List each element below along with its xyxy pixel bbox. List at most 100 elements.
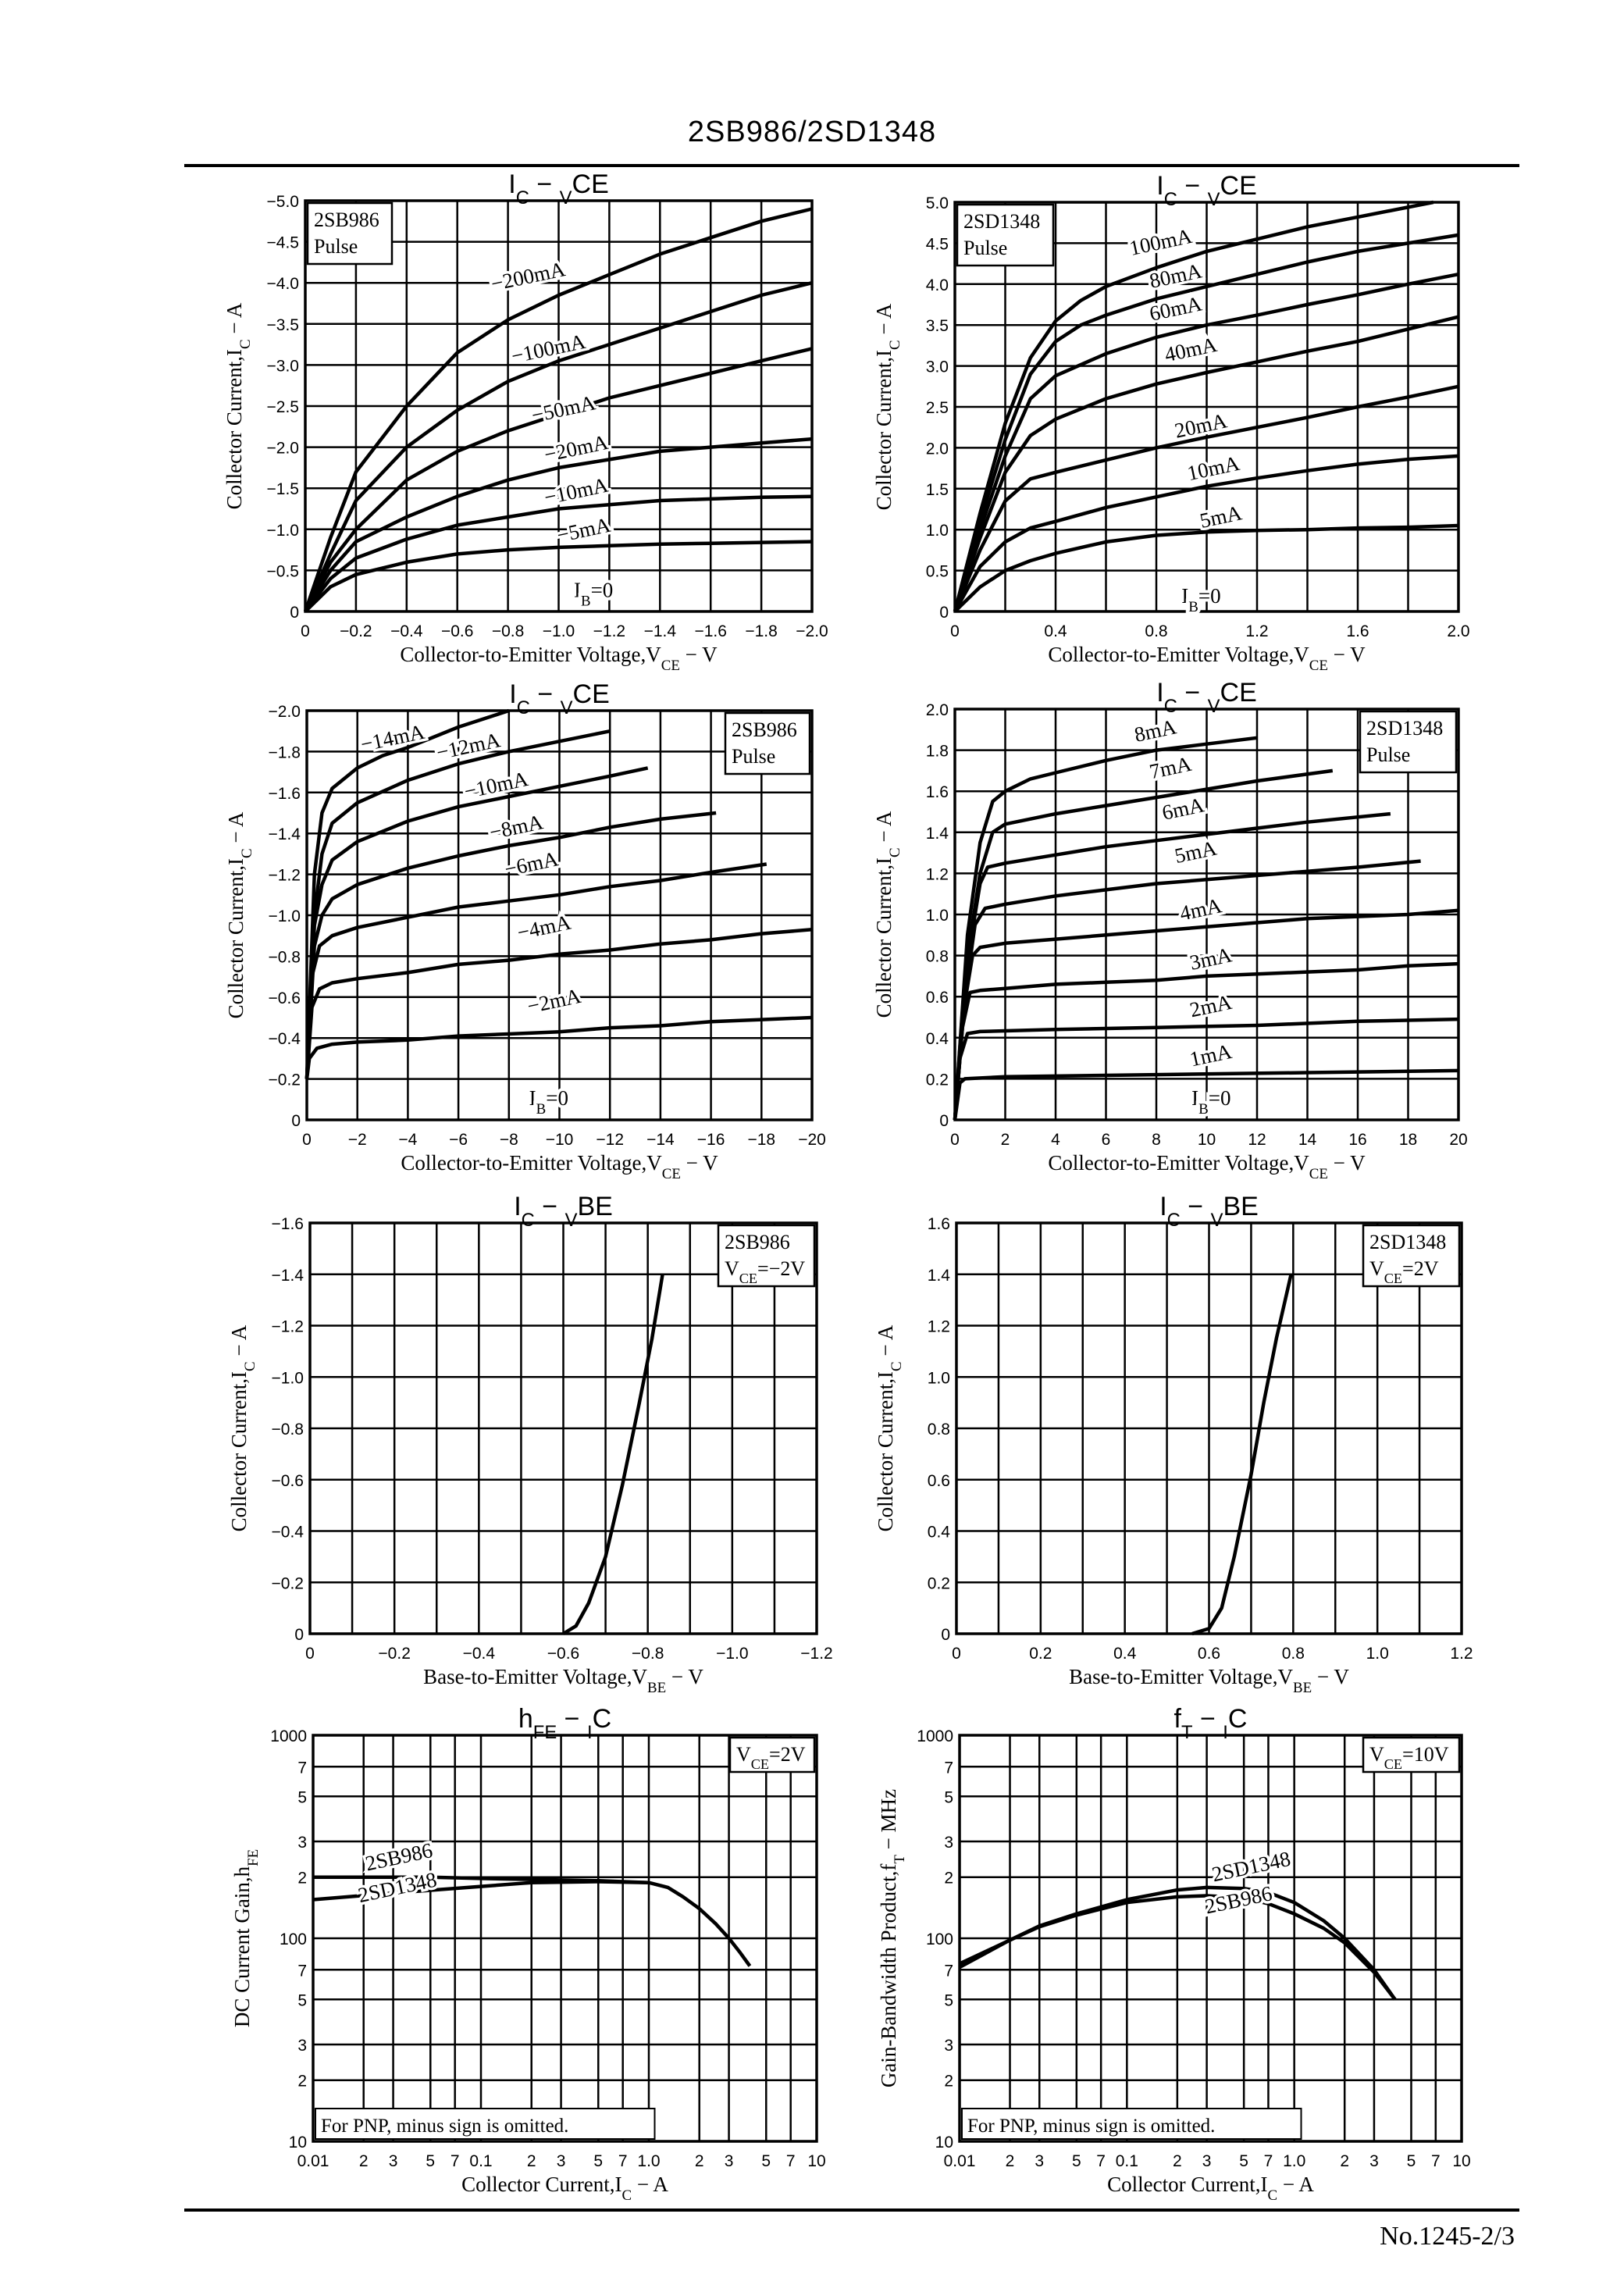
y-tick-label: −4.5 [267,234,299,252]
inset-box [717,1224,816,1288]
series-curve-1 [953,200,1434,612]
series-label: −200mA [489,257,568,295]
x-tick-label: 10 [807,2152,825,2170]
inset-text: Pulse [963,237,1007,259]
series-label: −100mA [509,330,588,368]
y-tick-label: 5 [944,1788,953,1806]
x-tick-label: 7 [1096,2152,1106,2170]
y-tick-label: −1.5 [267,480,299,498]
chart-6: 0 0.2 0.4 0.6 0.8 1.0 1.2 0 0.2 0.4 0.6 0.8 1.0 1.2 1.… [874,1192,1473,1696]
y-tick-label: 1.4 [926,825,949,843]
y-tick-label: −2.0 [267,440,299,458]
x-tick-label: 5 [593,2152,603,2170]
inset-text: 2SB986 [314,209,379,231]
y-tick-label: 0 [939,1112,949,1130]
inset-text: 2SD1348 [1366,717,1443,740]
series-label: 2SD1348 [1209,1847,1292,1887]
series-curve-3 [303,347,813,613]
series-curve-5 [304,862,767,1079]
plot-frame [955,1221,1463,1635]
y-tick-label: 1000 [917,1727,953,1745]
inset-text: 2SB986 [725,1231,790,1253]
series-label: 3mA [1188,943,1234,975]
y-tick-label: 1.0 [926,522,949,540]
y-tick-label: 2 [297,1870,307,1888]
x-tick-label: −1.2 [800,1645,832,1663]
y-tick-label: −1.2 [269,867,301,885]
y-tick-label: 0.8 [928,1421,950,1438]
x-tick-label: 0.8 [1145,622,1167,640]
inset-box [956,203,1055,267]
y-tick-label: −4.0 [267,275,299,293]
ib-zero-label: IB=0 [574,578,613,609]
series-curve-2 [304,729,611,1079]
series-curve-4 [953,315,1459,612]
x-tick-label: 2 [695,2152,704,2170]
y-tick-label: 2 [944,2073,953,2091]
series-label: 5mA [1198,501,1245,533]
series-curve-2 [958,1894,1397,2001]
x-axis-label: Collector-to-Emitter Voltage,VCE − V [1048,643,1366,674]
series-label: 8mA [1132,715,1179,747]
y-tick-label: −0.2 [269,1071,301,1089]
x-tick-label: 0.2 [1029,1645,1052,1663]
x-tick-label: 5 [1239,2152,1248,2170]
y-tick-label: 5 [297,1788,307,1806]
chart-4: 0 2 4 6 8 10 12 14 16 18 20 0 0.2 0.4 0.6 0.8 1.0 1.2 1.4 1… [872,678,1468,1182]
y-tick-label: 2 [297,2073,307,2091]
y-tick-label: 0 [294,1626,304,1644]
y-tick-label: 0 [290,604,299,622]
y-tick-label: −0.6 [269,989,301,1007]
chart-3: 0 −2 −4 −6 −8 −10 −12 −14 −16 −18 −20 0 −0.2 −0.4 −0.6… [224,679,826,1182]
x-tick-label: 16 [1348,1131,1366,1149]
x-tick-label: 5 [761,2152,771,2170]
inset-text: VCE=10V [1369,1743,1449,1772]
chart-2: 0 0.4 0.8 1.2 1.6 2.0 0 0.5 1.0 1.5 2.0 2.5 3.0 3.5 4.… [872,171,1470,674]
y-tick-label: 7 [297,1962,307,1980]
x-tick-label: −0.8 [492,622,524,640]
series-label: −5mA [555,513,613,547]
x-tick-label: 7 [451,2152,460,2170]
x-tick-label: −0.2 [378,1645,410,1663]
x-tick-label: 1.2 [1245,622,1268,640]
chart-title: hFE − IC [518,1704,611,1743]
x-tick-label: −14 [646,1131,675,1149]
x-tick-label: 1.0 [1283,2152,1305,2170]
series-curve-2 [953,233,1459,612]
x-axis-label: Collector-to-Emitter Voltage,VCE − V [401,1151,718,1182]
x-tick-label: 12 [1248,1131,1266,1149]
y-tick-label: −0.8 [272,1421,304,1438]
y-tick-label: 0.4 [928,1524,951,1542]
x-tick-label: −2 [348,1131,367,1149]
x-tick-label: −0.4 [390,622,423,640]
series-label: 100mA [1127,224,1195,260]
plot-frame [953,201,1460,613]
y-axis-label: Collector Current,IC − A [872,811,903,1018]
x-tick-label: 5 [426,2152,435,2170]
x-tick-label: −10 [546,1131,574,1149]
y-tick-label: 4.5 [926,235,949,253]
x-tick-label: 2 [527,2152,536,2170]
y-tick-label: 2.0 [926,701,949,719]
series-curve-1 [303,207,813,612]
x-tick-label: −0.8 [632,1645,664,1663]
y-tick-label: −1.4 [269,825,301,843]
x-tick-label: 2.0 [1447,622,1469,640]
y-tick-label: 0 [939,604,949,622]
y-tick-label: 7 [297,1759,307,1777]
y-tick-label: −5.0 [267,193,299,211]
series-curve-7 [953,1017,1459,1121]
inset-text: VCE=2V [736,1743,806,1772]
x-tick-label: 0 [305,1645,315,1663]
x-tick-label: 0.6 [1198,1645,1220,1663]
y-tick-label: 1.2 [928,1318,950,1336]
x-tick-label: 7 [786,2152,796,2170]
series-curve-1 [313,1875,752,1967]
x-tick-label: 4 [1051,1131,1060,1149]
inset-text: 2SD1348 [1369,1231,1446,1253]
x-tick-label: −0.6 [441,622,473,640]
x-tick-label: −2.0 [796,622,828,640]
y-axis-label: DC Current Gain,hFE [230,1849,262,2027]
y-tick-label: 0.8 [926,948,949,966]
y-axis-label: Collector Current,IC − A [223,302,254,509]
